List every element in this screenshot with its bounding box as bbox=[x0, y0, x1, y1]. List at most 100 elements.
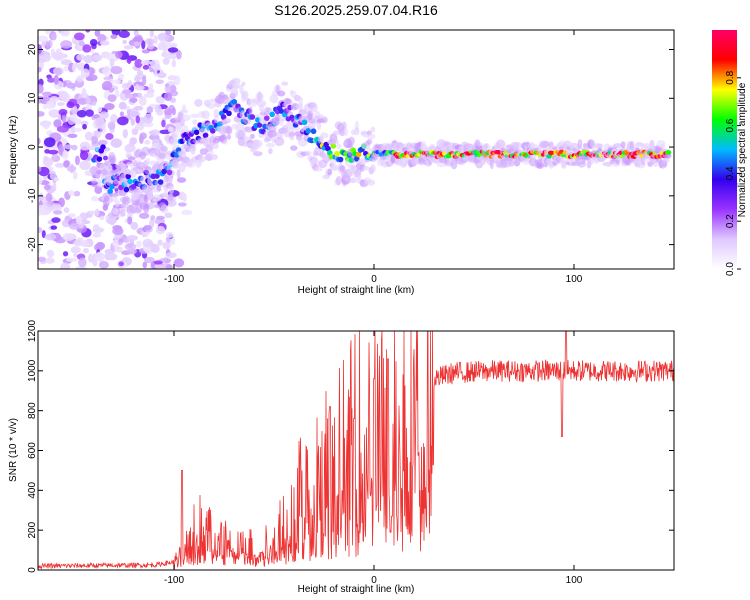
spectrogram-cell bbox=[165, 232, 174, 238]
spectrogram-cell bbox=[80, 120, 89, 126]
spectrogram-cell bbox=[61, 113, 67, 123]
spectrogram-cell bbox=[289, 135, 295, 141]
spectrogram-cell bbox=[220, 96, 231, 105]
colorbar-tick-label: 0.0 bbox=[725, 262, 736, 276]
spectrogram-cell bbox=[127, 178, 133, 185]
spectrogram-cell bbox=[139, 132, 147, 140]
spectrogram-cell bbox=[41, 91, 53, 97]
spectrogram-cell bbox=[620, 141, 626, 148]
spectrogram-cell bbox=[165, 86, 171, 92]
spectrogram-cell bbox=[265, 142, 275, 148]
spectrogram-cell bbox=[125, 93, 135, 99]
spectrogram-cell bbox=[68, 189, 75, 197]
spectrogram-cell bbox=[331, 164, 340, 172]
spectrogram-cell bbox=[163, 92, 173, 101]
spectrogram-cell bbox=[336, 143, 342, 150]
spectrogram-cell bbox=[84, 131, 94, 141]
spectrogram-cell bbox=[44, 30, 52, 35]
spectrogram-cell bbox=[104, 103, 115, 110]
spectrogram-cell bbox=[180, 114, 191, 122]
spectrogram-cell bbox=[63, 207, 70, 213]
spectrogram-cell bbox=[275, 113, 281, 122]
spectrogram-cell bbox=[223, 117, 232, 124]
spectrogram-cell bbox=[162, 57, 170, 65]
spectrogram-cell bbox=[134, 105, 144, 111]
spectrogram-cell bbox=[150, 215, 156, 221]
spectrogram-cell bbox=[154, 104, 162, 113]
spectrogram-cell bbox=[107, 188, 113, 195]
spectrogram-cell bbox=[141, 40, 146, 50]
spectrogram-cell bbox=[38, 226, 43, 234]
spectrogram-cell bbox=[255, 114, 261, 119]
spectrogram-cell bbox=[213, 108, 220, 118]
spectrogram-cell bbox=[129, 97, 138, 103]
spectrogram-cell bbox=[91, 141, 101, 147]
spectrogram-cell bbox=[193, 129, 200, 136]
spectrogram-cell bbox=[149, 30, 155, 38]
spectrogram-cell bbox=[143, 256, 155, 264]
spectrogram-cell bbox=[347, 136, 355, 146]
spectrogram-cell bbox=[98, 261, 109, 269]
spectrogram-cell bbox=[577, 139, 583, 150]
spectrogram-cell bbox=[105, 132, 114, 140]
spectrogram-cell bbox=[130, 221, 139, 230]
spectrogram-cell bbox=[72, 171, 78, 180]
spectrogram-cell bbox=[171, 128, 179, 139]
spectrogram-cell bbox=[315, 167, 323, 172]
spectrogram-cell bbox=[163, 108, 173, 116]
spectrogram-cell bbox=[136, 240, 142, 248]
spectrogram-cell bbox=[60, 262, 71, 269]
spectrogram-cell bbox=[596, 143, 604, 149]
spectrogram-cell bbox=[209, 98, 217, 103]
spectrogram-cell bbox=[85, 109, 94, 117]
x-tick-label: 100 bbox=[566, 274, 583, 285]
spectrogram-cell bbox=[70, 246, 81, 254]
spectrogram-cell bbox=[62, 150, 69, 161]
spectrogram-cell bbox=[99, 40, 110, 46]
spectrogram-cell bbox=[147, 43, 155, 50]
spectrogram-cell bbox=[158, 152, 167, 159]
spectrogram-cell bbox=[155, 215, 165, 220]
spectrogram-cell bbox=[166, 169, 173, 176]
spectrogram-cell bbox=[134, 149, 140, 159]
spectrogram-cell bbox=[125, 82, 132, 89]
y-tick-label: -20 bbox=[27, 237, 38, 252]
spectrogram-cell bbox=[56, 101, 65, 106]
spectrogram-cell bbox=[53, 119, 62, 128]
spectrogram-cell bbox=[73, 253, 78, 258]
spectrogram-cell bbox=[179, 109, 189, 114]
spectrogram-cell bbox=[306, 111, 314, 120]
spectrogram-cell bbox=[43, 156, 49, 161]
spectrogram-cell bbox=[56, 125, 69, 133]
spectrogram-cell bbox=[118, 73, 125, 80]
spectrogram-cell bbox=[155, 225, 166, 235]
spectrogram-cell bbox=[252, 151, 263, 157]
spectrogram-cell bbox=[489, 159, 494, 170]
spectrogram-cell bbox=[133, 41, 141, 47]
spectrogram-cell bbox=[370, 126, 376, 133]
spectrogram-cell bbox=[74, 155, 80, 166]
spectrogram-cell bbox=[144, 38, 155, 46]
spectrogram-cell bbox=[206, 102, 216, 109]
colorbar: 0.0 0.2 0.4 0.6 0.8 Normalized spectral ampl… bbox=[712, 30, 748, 276]
spectrogram-cell bbox=[66, 165, 77, 172]
spectrogram-cell bbox=[133, 85, 145, 91]
spectrogram-cell bbox=[101, 169, 109, 176]
spectrogram-cell bbox=[663, 157, 670, 163]
spectrogram-cell bbox=[197, 155, 207, 162]
spectrogram-cell bbox=[114, 79, 121, 85]
spectrogram-cell bbox=[76, 54, 86, 61]
spectrogram-cell bbox=[165, 252, 177, 259]
spectrogram-cell bbox=[130, 117, 136, 126]
y-tick-label: 0 bbox=[27, 567, 38, 573]
spectrogram-cell bbox=[76, 110, 87, 118]
spectrogram-cell bbox=[73, 239, 82, 247]
spectrogram-cell bbox=[112, 239, 119, 247]
spectrogram-cell bbox=[290, 145, 298, 151]
spectrogram-cell bbox=[143, 224, 152, 231]
spectrogram-cell bbox=[665, 150, 672, 155]
spectrogram-cell bbox=[71, 144, 78, 151]
spectrogram-cell bbox=[99, 111, 109, 119]
spectrogram-cell bbox=[102, 155, 108, 161]
